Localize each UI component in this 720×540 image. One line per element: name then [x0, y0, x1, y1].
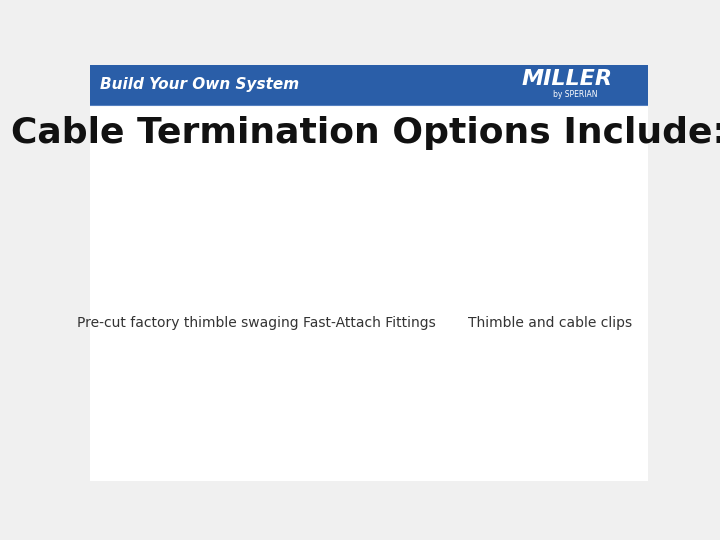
- Text: MILLER: MILLER: [521, 69, 613, 89]
- Text: by SPERIAN: by SPERIAN: [553, 90, 598, 99]
- Text: Cable Termination Options Include:: Cable Termination Options Include:: [11, 117, 720, 151]
- Bar: [307, 183, 431, 300]
- Text: Thimble and cable clips: Thimble and cable clips: [468, 316, 632, 330]
- Bar: [90, 65, 648, 105]
- Text: Fast-Attach Fittings: Fast-Attach Fittings: [302, 316, 436, 330]
- Bar: [126, 183, 249, 300]
- Text: Pre-cut factory thimble swaging: Pre-cut factory thimble swaging: [77, 316, 299, 330]
- Bar: [489, 183, 612, 300]
- Text: Build Your Own System: Build Your Own System: [100, 77, 300, 92]
